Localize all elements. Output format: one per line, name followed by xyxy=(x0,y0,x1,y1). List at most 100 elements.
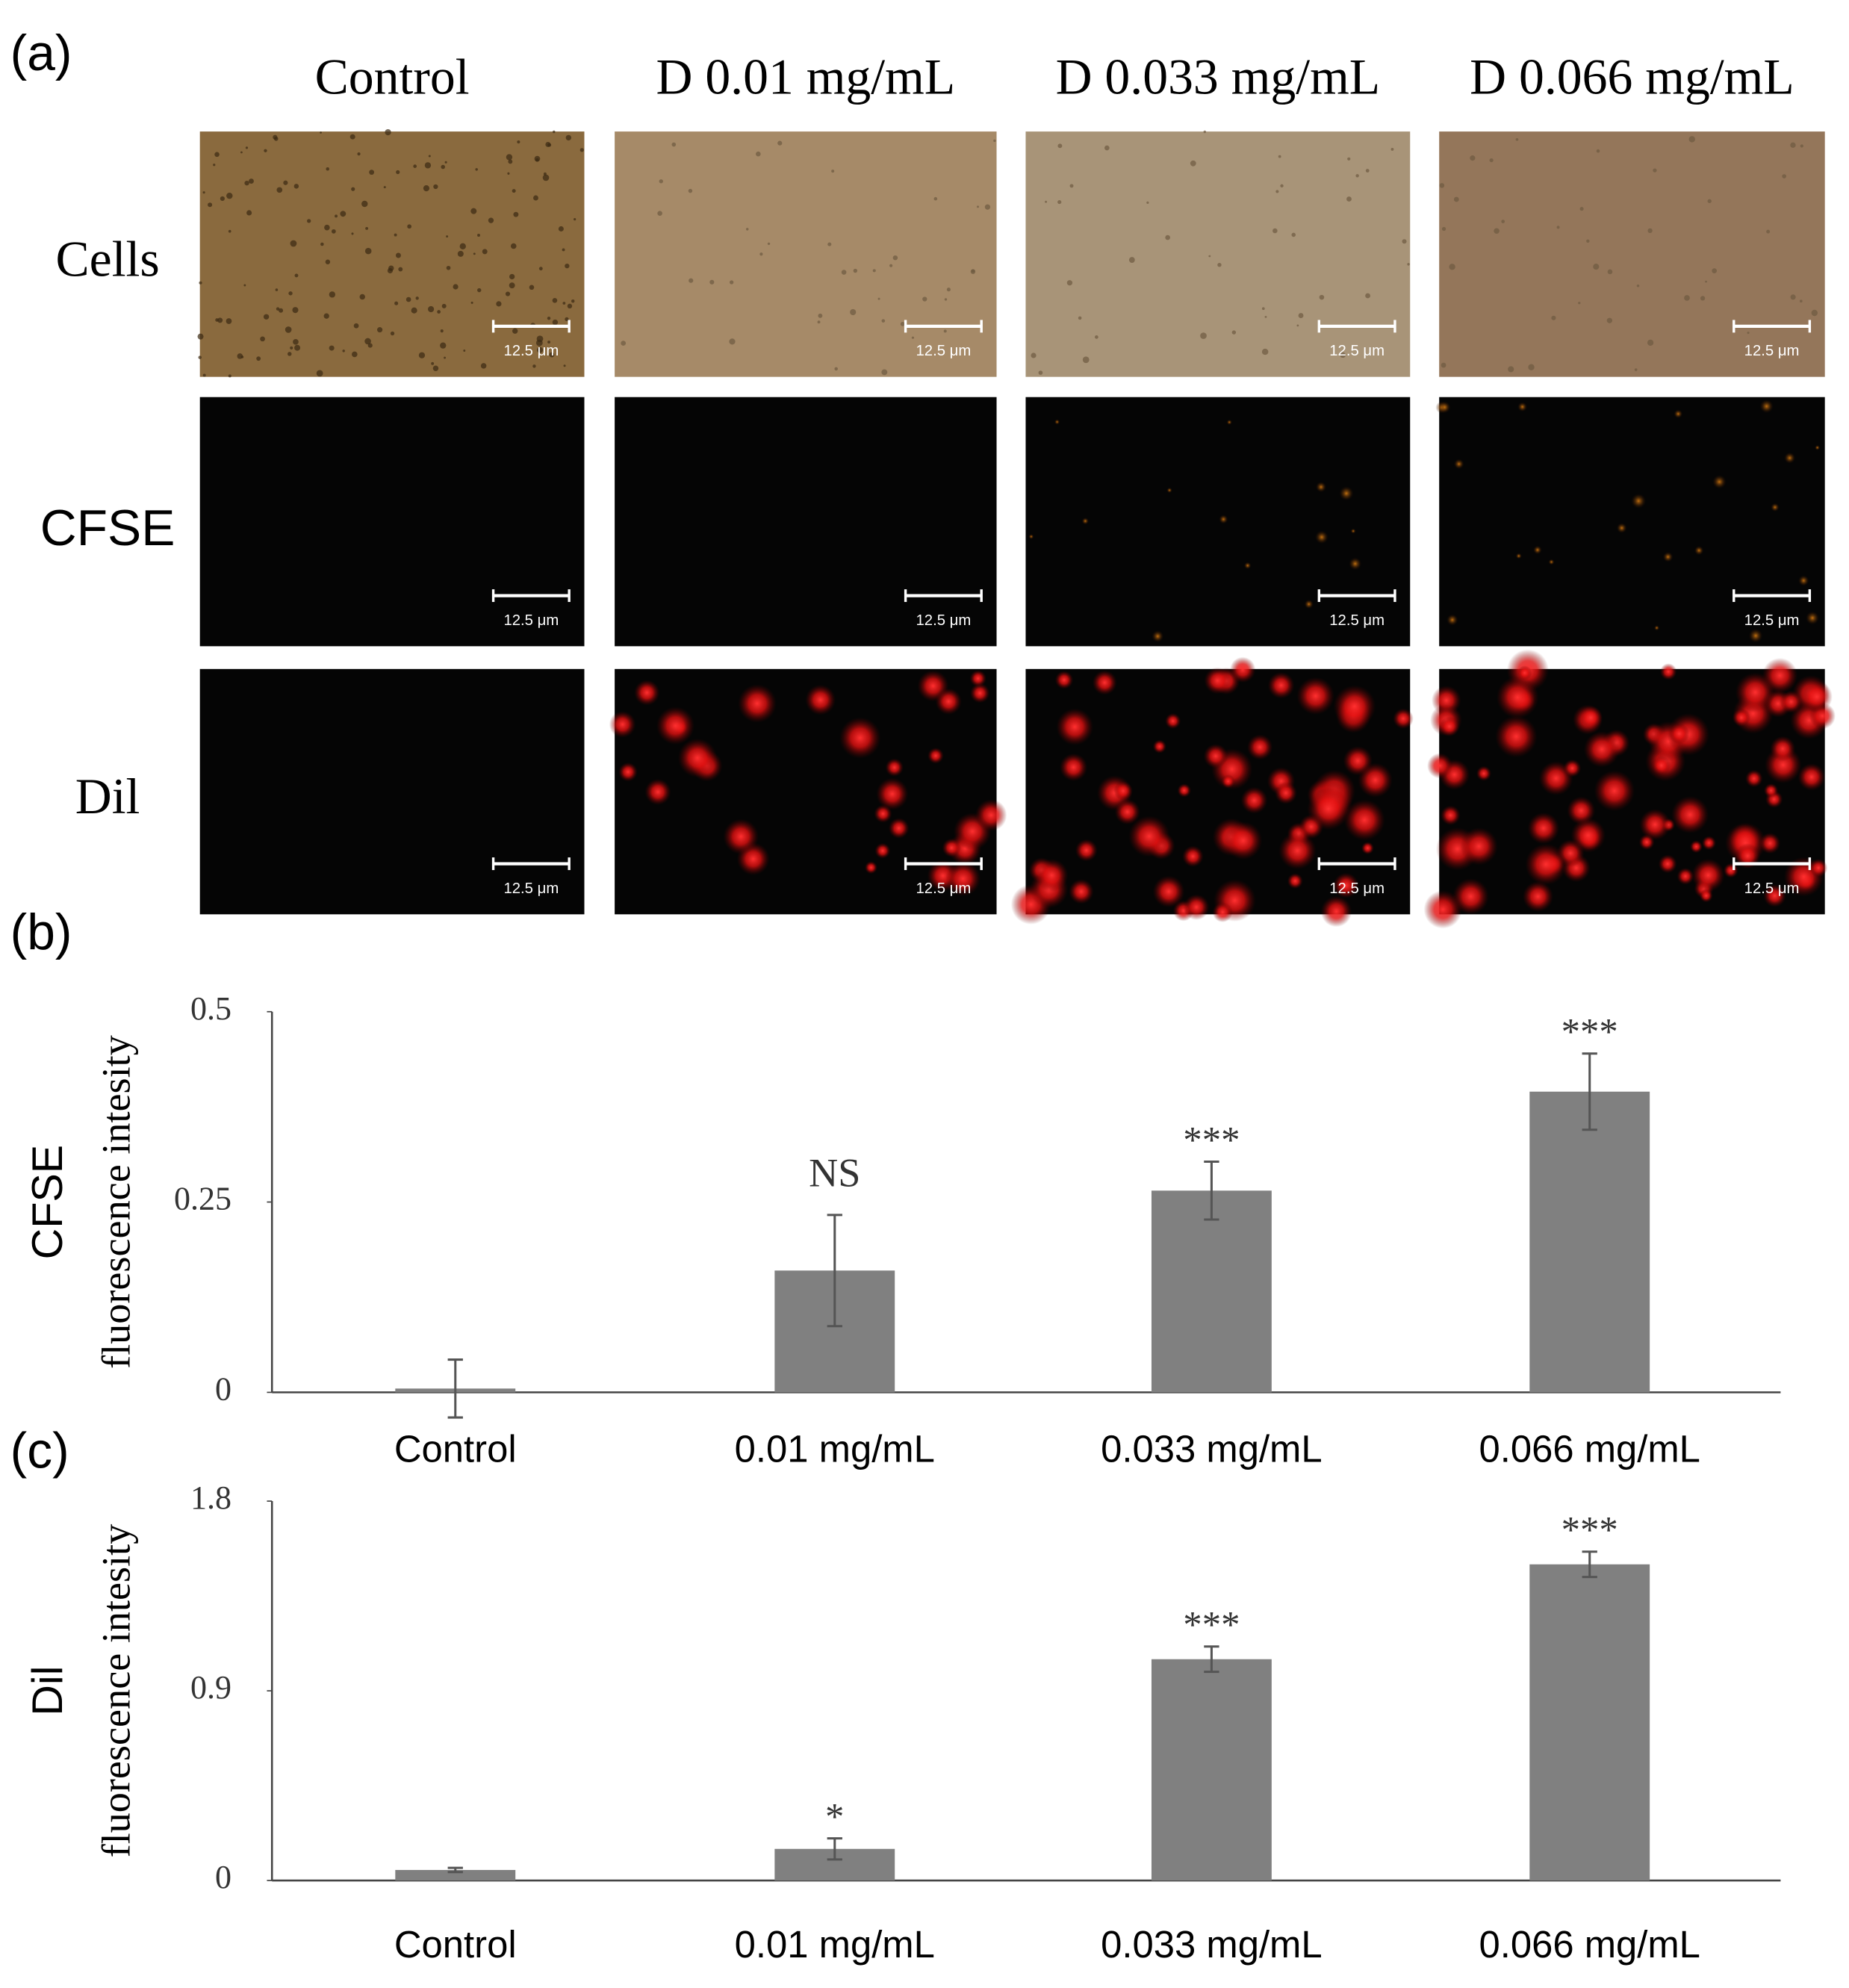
dil-spot xyxy=(1689,840,1703,854)
micrograph-background xyxy=(199,397,585,647)
dil-spot xyxy=(1570,818,1606,853)
cfse-spot xyxy=(1339,486,1354,501)
dil-spot xyxy=(1240,786,1268,814)
cell-speck xyxy=(1439,183,1445,188)
bar xyxy=(1529,1564,1650,1881)
y-tick-label: 1.8 xyxy=(190,1479,231,1516)
cell-speck xyxy=(509,273,515,280)
cell-speck xyxy=(208,202,213,208)
cell-speck xyxy=(1355,174,1359,178)
cfse-spot xyxy=(1712,475,1727,489)
dil-spot xyxy=(1212,901,1233,922)
cell-speck xyxy=(228,229,231,233)
cell-speck xyxy=(567,303,573,309)
scale-bar-label: 12.5 μm xyxy=(1329,880,1385,897)
cell-speck xyxy=(470,208,477,214)
dil-spot xyxy=(1517,665,1532,680)
cell-speck xyxy=(428,155,431,158)
cell-speck xyxy=(1272,228,1278,234)
panel-label: (a) xyxy=(10,25,72,81)
micrograph-background xyxy=(199,668,585,915)
cell-speck xyxy=(535,158,539,162)
cell-speck xyxy=(240,151,243,154)
micrograph-background xyxy=(199,131,585,377)
error-bar xyxy=(1582,1052,1597,1131)
cfse-spot xyxy=(1243,562,1252,570)
cfse-spot xyxy=(1453,459,1464,470)
cell-speck xyxy=(197,333,204,340)
dil-spot xyxy=(1278,831,1317,870)
cell-speck xyxy=(320,131,322,134)
cell-speck xyxy=(1636,284,1640,288)
cell-speck xyxy=(508,159,513,164)
cell-speck xyxy=(1340,352,1346,358)
cell-speck xyxy=(881,369,888,376)
cell-speck xyxy=(352,351,358,358)
micrograph: 12.5 μm xyxy=(1423,649,1836,929)
error-bar xyxy=(827,1214,842,1328)
y-tick-label: 0 xyxy=(215,1859,231,1895)
cell-speck xyxy=(331,229,336,234)
dil-spot xyxy=(1113,781,1133,801)
dil-spot xyxy=(1182,845,1204,867)
dil-spot xyxy=(677,738,718,778)
cell-speck xyxy=(335,214,338,218)
cfse-spot xyxy=(1798,575,1809,586)
cell-speck xyxy=(264,149,267,152)
cell-speck xyxy=(512,189,516,193)
y-tick-label: 0.25 xyxy=(174,1181,231,1217)
cell-speck xyxy=(562,248,565,252)
cfse-spot xyxy=(1815,444,1821,450)
cell-speck xyxy=(1579,207,1584,211)
bar xyxy=(1529,1091,1650,1393)
cell-speck xyxy=(1069,184,1074,188)
dil-spot xyxy=(1361,842,1374,855)
cell-speck xyxy=(367,343,373,348)
scale-bar-label: 12.5 μm xyxy=(503,612,559,629)
cfse-spot xyxy=(1654,625,1660,631)
micrograph-background xyxy=(1025,131,1411,377)
cell-speck xyxy=(1501,220,1505,223)
cell-speck xyxy=(759,252,763,256)
cell-speck xyxy=(459,243,466,249)
cell-speck xyxy=(1684,295,1690,301)
micrograph: 12.5 μm xyxy=(199,668,585,915)
cell-speck xyxy=(480,363,487,369)
cell-speck xyxy=(943,329,947,333)
cell-speck xyxy=(1402,239,1407,244)
cell-speck xyxy=(1261,348,1269,355)
cell-speck xyxy=(1441,362,1446,368)
cell-speck xyxy=(260,336,265,342)
cell-speck xyxy=(407,224,412,229)
cfse-spot xyxy=(1315,530,1329,544)
cell-speck xyxy=(900,322,905,326)
cell-speck xyxy=(872,269,876,273)
micrograph: 12.5 μm xyxy=(615,131,997,377)
dil-spot xyxy=(1092,670,1117,695)
panel-label: (b) xyxy=(10,904,72,960)
dil-spot xyxy=(1307,787,1350,830)
cell-speck xyxy=(290,240,297,247)
significance-label: *** xyxy=(1561,1011,1618,1053)
dil-spot xyxy=(1780,690,1803,713)
cell-speck xyxy=(827,242,832,246)
cfse-spot xyxy=(1446,614,1458,626)
cell-speck xyxy=(323,313,329,319)
cell-speck xyxy=(853,268,858,273)
cell-speck xyxy=(545,141,551,147)
cell-speck xyxy=(1203,130,1207,134)
cell-speck xyxy=(1647,228,1653,234)
cell-speck xyxy=(1782,174,1787,178)
cell-speck xyxy=(290,346,293,350)
cell-speck xyxy=(202,191,205,194)
cell-speck xyxy=(475,168,478,171)
cell-speck xyxy=(1200,332,1207,339)
cell-speck xyxy=(215,318,219,322)
cell-speck xyxy=(326,167,329,171)
significance-label: * xyxy=(825,1796,844,1838)
cell-speck xyxy=(831,170,835,173)
cell-speck xyxy=(324,224,330,231)
scale-bar-label: 12.5 μm xyxy=(1744,612,1800,629)
cell-speck xyxy=(817,320,821,324)
cell-speck xyxy=(777,140,783,146)
